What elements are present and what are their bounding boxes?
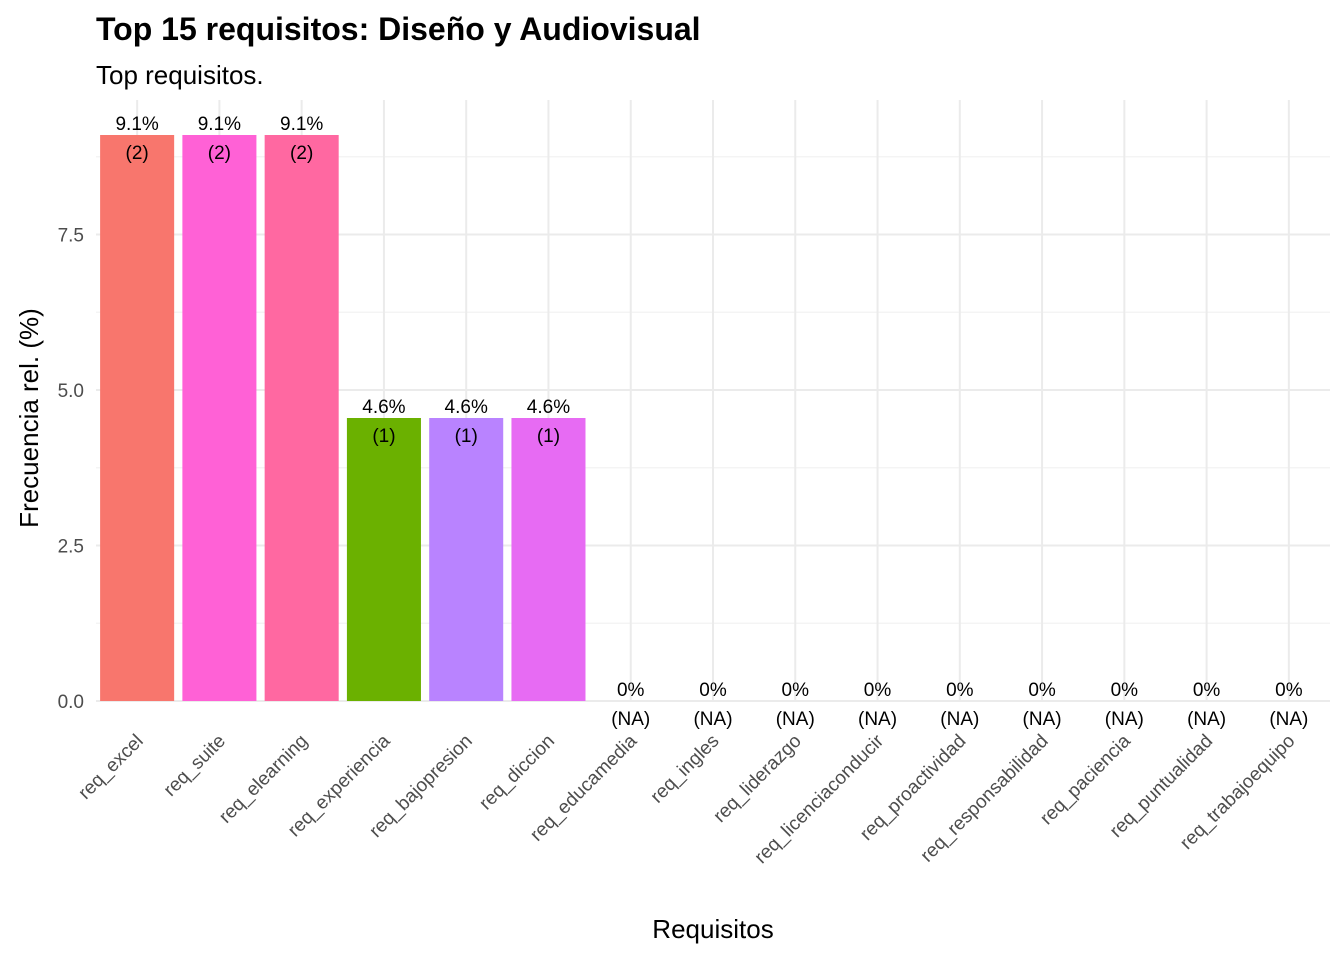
chart-subtitle: Top requisitos. [96, 60, 264, 90]
percent-label: 0% [699, 680, 727, 701]
count-label: (1) [537, 426, 560, 447]
percent-label: 0% [782, 680, 810, 701]
percent-label: 0% [1111, 680, 1139, 701]
count-label: (NA) [776, 709, 815, 730]
data-labels: 9.1% (2) 9.1% (2) 9.1% (2) 4.6% (1) 4.6% (1) 4.6% (… [115, 114, 1308, 730]
y-tick-label: 2.5 [58, 537, 84, 558]
count-label: (1) [455, 426, 478, 447]
x-tick-label: req_suite [160, 731, 230, 801]
bar-req_elearning [264, 135, 339, 701]
bars [100, 135, 586, 701]
percent-label: 0% [1275, 680, 1303, 701]
chart-title: Top 15 requisitos: Diseño y Audiovisual [96, 11, 701, 47]
count-label: (2) [208, 143, 231, 164]
bar-req_diccion [511, 418, 586, 701]
y-tick-label: 0.0 [58, 692, 84, 713]
count-label: (NA) [611, 709, 650, 730]
bar-req_excel [100, 135, 175, 701]
y-tick-label: 5.0 [58, 381, 84, 402]
count-label: (NA) [858, 709, 897, 730]
x-tick-label: req_excel [75, 731, 148, 804]
percent-label: 9.1% [115, 114, 158, 135]
percent-label: 4.6% [362, 397, 405, 418]
percent-label: 9.1% [198, 114, 241, 135]
percent-label: 0% [1028, 680, 1056, 701]
count-label: (NA) [1187, 709, 1226, 730]
bar-req_suite [182, 135, 257, 701]
count-label: (NA) [940, 709, 979, 730]
count-label: (1) [372, 426, 395, 447]
y-tick-label: 7.5 [58, 226, 84, 247]
percent-label: 0% [1193, 680, 1221, 701]
count-label: (NA) [1269, 709, 1308, 730]
x-axis-ticks: req_excel req_suitereq_elearningreq_exper… [75, 730, 1300, 868]
x-axis-title: Requisitos [652, 914, 773, 944]
count-label: (2) [290, 143, 313, 164]
y-axis-title: Frecuencia rel. (%) [14, 308, 44, 528]
bar-req_experiencia [346, 418, 421, 701]
percent-label: 4.6% [445, 397, 488, 418]
percent-label: 4.6% [527, 397, 570, 418]
percent-label: 0% [946, 680, 974, 701]
bar-req_bajopresion [429, 418, 504, 701]
count-label: (2) [126, 143, 149, 164]
percent-label: 0% [617, 680, 645, 701]
x-tick-label: req_ingles [647, 731, 724, 808]
x-tick-label: req_diccion [475, 731, 559, 815]
count-label: (NA) [693, 709, 732, 730]
percent-label: 9.1% [280, 114, 323, 135]
count-label: (NA) [1023, 709, 1062, 730]
y-axis-ticks: 0.0 2.5 5.0 7.5 [58, 226, 84, 713]
percent-label: 0% [864, 680, 892, 701]
count-label: (NA) [1105, 709, 1144, 730]
